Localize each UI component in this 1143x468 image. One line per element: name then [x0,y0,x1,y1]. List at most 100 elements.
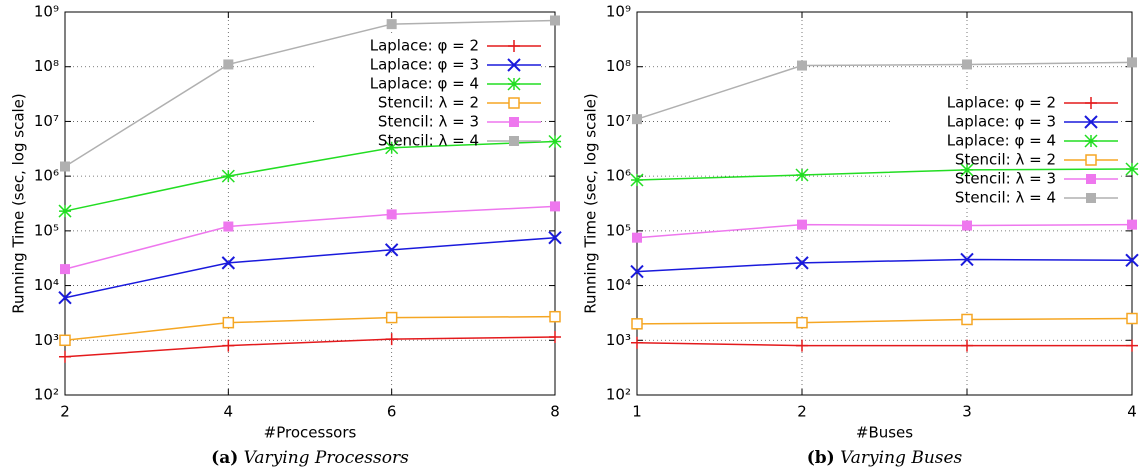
x-axis-title: #Processors [264,424,357,442]
chart: 10² 10³ 10⁴ 10⁵ 10⁶ 10⁷ 10⁸ 10⁹ 2 4 6 8 #Processors R… [10,3,562,468]
legend-marker [1086,193,1096,203]
legend-label: Laplace: φ = 3 [370,56,479,74]
data-point [796,316,808,329]
marker [548,134,562,149]
data-point [630,173,644,187]
marker [60,264,70,275]
x-axis-title: #Buses [856,424,913,442]
series-line [636,61,1133,120]
marker [632,114,642,125]
series-line [636,317,1133,325]
x-tick-label: 2 [60,403,70,421]
data-point [222,339,235,352]
marker [797,60,807,71]
marker [1127,57,1137,68]
marker [59,350,71,363]
data-point [631,336,643,349]
marker [631,336,643,349]
marker [58,291,72,305]
y-tick-label: 10² [606,386,631,404]
marker [1127,219,1137,230]
caption: (b) Varying Buses [807,448,963,468]
x-tick-label: 4 [224,403,234,421]
legend-box [893,92,1118,208]
legend-marker [1084,134,1098,148]
data-point [548,230,562,245]
marker [509,117,519,127]
marker [508,40,520,52]
data-point [962,59,972,70]
legend-marker [507,58,521,72]
data-point [223,221,234,232]
data-point [961,339,973,352]
legend-marker [508,40,520,52]
marker [507,77,521,91]
data-point [58,291,72,305]
marker [548,230,562,245]
legend-label: Stencil: λ = 4 [378,132,479,150]
data-point [385,311,398,324]
y-tick-label: 10⁶ [606,167,631,185]
data-point [58,204,72,218]
marker [385,333,398,346]
legend-label: Laplace: φ = 2 [370,37,479,55]
data-point [797,60,807,71]
marker [385,311,398,324]
x-tick-label: 4 [1127,403,1137,421]
series-line [64,140,556,212]
legend-marker [1085,154,1097,166]
y-tick-label: 10⁹ [606,3,631,21]
legend-label: Stencil: λ = 2 [955,151,1056,169]
data-point [1125,162,1139,176]
marker [962,59,972,70]
marker [960,252,974,267]
marker [1084,115,1098,129]
legend-label: Stencil: λ = 3 [955,170,1056,188]
legend-marker [507,77,521,91]
data-point [60,161,70,172]
data-point [550,201,560,212]
legend-marker [1084,115,1098,129]
data-point [962,220,972,231]
marker [59,334,71,347]
data-point [221,256,236,270]
data-point [386,19,397,30]
legend-label: Stencil: λ = 2 [378,94,479,112]
data-point [1126,339,1138,352]
legend-label: Laplace: φ = 4 [947,132,1056,150]
data-point [223,59,234,70]
y-tick-label: 10⁴ [34,276,59,294]
x-tick-label: 6 [387,403,397,421]
data-point [797,219,807,230]
marker [223,59,234,70]
y-tick-label: 10⁷ [34,112,59,130]
data-point [385,141,399,155]
data-point [1127,57,1137,68]
marker [1085,97,1097,109]
data-point [384,243,399,257]
y-tick-label: 10⁶ [34,167,59,185]
marker [550,15,560,26]
marker [961,313,973,326]
data-point [960,252,974,267]
y-axis-title: Running Time (sec, log scale) [582,93,600,314]
legend-marker [1086,174,1096,184]
y-tick-label: 10⁸ [606,57,631,75]
data-point [795,256,809,270]
marker [386,19,397,30]
marker [1126,339,1138,352]
series-line [636,223,1133,239]
marker [1086,193,1096,203]
data-point [1127,219,1137,230]
marker [961,339,973,352]
data-point [630,264,644,279]
series-line [64,205,556,270]
data-point [632,114,642,125]
x-tick-label: 8 [550,403,560,421]
data-point [386,209,397,220]
y-tick-label: 10⁹ [34,3,59,21]
legend-marker [509,117,519,127]
marker [630,173,644,187]
marker [795,168,809,182]
